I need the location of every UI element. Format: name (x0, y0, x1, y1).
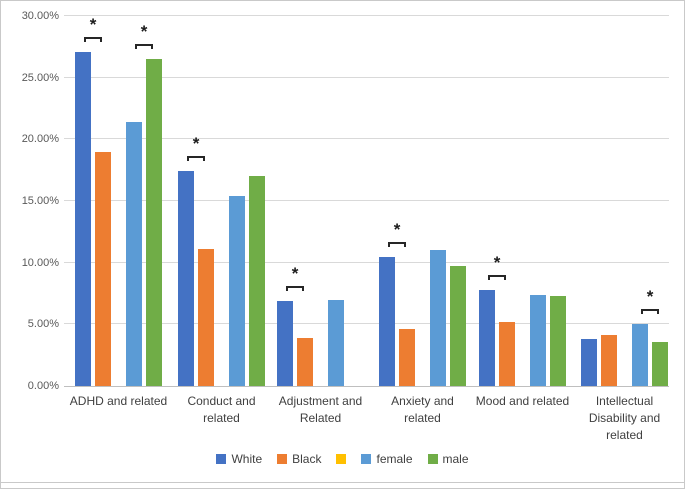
x-axis-category-label: Mood and related (475, 394, 570, 408)
significance-asterisk: * (291, 263, 299, 283)
x-axis-category-label: Intellectual Disability and related (588, 394, 661, 442)
legend-item-male: male (427, 452, 469, 466)
legend-item-Black: Black (277, 453, 321, 465)
bar-White-1 (75, 51, 91, 386)
bar-White-5 (479, 289, 495, 386)
legend-item-female: female (361, 452, 413, 466)
bar-female-4 (430, 250, 446, 386)
significance-asterisk: * (493, 252, 501, 272)
bar-male-5 (550, 295, 566, 386)
y-axis-tick-label: 30.00% (21, 10, 59, 22)
gridline (64, 15, 669, 16)
bar-female-3 (328, 299, 344, 386)
significance-asterisk: * (393, 219, 401, 239)
significance-bracket (286, 285, 304, 291)
legend-item-blank (336, 454, 347, 464)
bar-female-2 (229, 196, 245, 386)
significance-asterisk: * (140, 22, 148, 42)
bar-Black-4 (399, 329, 415, 386)
bar-Black-2 (198, 249, 214, 386)
bar-female-5 (530, 294, 546, 386)
legend-swatch-Black (277, 454, 288, 464)
significance-bracket (187, 156, 205, 162)
significance-asterisk: * (646, 287, 654, 307)
legend-label: Black (292, 452, 322, 466)
gridline (64, 138, 669, 140)
gridline (64, 200, 669, 201)
legend-label: male (442, 452, 469, 466)
plot-area: * * * * * * * (64, 14, 669, 387)
bar-male-4 (450, 266, 466, 386)
bar-White-6 (581, 339, 597, 386)
legend-swatch-blank (336, 454, 347, 464)
bar-White-4 (379, 256, 395, 386)
x-axis-category-label: Adjustment and Related (278, 394, 363, 425)
gridline (64, 76, 669, 78)
y-axis-tick-label: 25.00% (21, 71, 59, 84)
bar-White-3 (277, 300, 293, 386)
bar-White-2 (178, 171, 194, 386)
bar-male-1 (146, 59, 162, 386)
y-axis-tick-label: 0.00% (27, 380, 59, 392)
legend-label: White (231, 452, 263, 466)
x-axis-category-label: Anxiety and related (391, 394, 454, 425)
significance-asterisk: * (89, 14, 97, 34)
significance-asterisk: * (192, 134, 200, 154)
y-axis-tick-label: 10.00% (21, 256, 59, 269)
bar-male-2 (249, 176, 265, 386)
bar-Black-6 (601, 335, 617, 386)
significance-bracket (84, 36, 102, 42)
y-axis-tick-label: 15.00% (21, 195, 59, 207)
bar-female-1 (126, 122, 142, 386)
gridline (64, 261, 669, 263)
legend-swatch-White (216, 454, 227, 464)
significance-bracket (488, 274, 506, 280)
bar-Black-1 (95, 151, 111, 386)
significance-bracket (388, 241, 406, 247)
y-axis-tick-label: 5.00% (27, 318, 59, 331)
significance-bracket (641, 309, 659, 315)
x-axis-category-label: Conduct and related (187, 394, 256, 425)
chart-legend: White Black female male (1, 453, 684, 465)
significance-bracket (135, 44, 153, 50)
x-axis-line (64, 386, 669, 387)
legend-swatch-female (361, 454, 372, 464)
legend-label: female (376, 452, 413, 466)
legend-swatch-male (427, 454, 438, 464)
gridline (64, 323, 669, 325)
bar-Black-5 (499, 321, 515, 386)
legend-item-White: White (216, 453, 262, 465)
bar-Black-3 (297, 337, 313, 386)
bar-male-6 (652, 341, 668, 386)
bar-female-6 (632, 324, 648, 386)
figure-bottom-divider (1, 482, 684, 483)
y-axis-tick-label: 20.00% (21, 133, 59, 146)
x-axis-category-label: ADHD and related (69, 394, 168, 408)
